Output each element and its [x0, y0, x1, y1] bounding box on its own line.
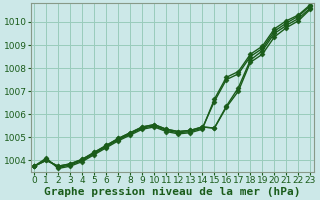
X-axis label: Graphe pression niveau de la mer (hPa): Graphe pression niveau de la mer (hPa): [44, 186, 300, 197]
